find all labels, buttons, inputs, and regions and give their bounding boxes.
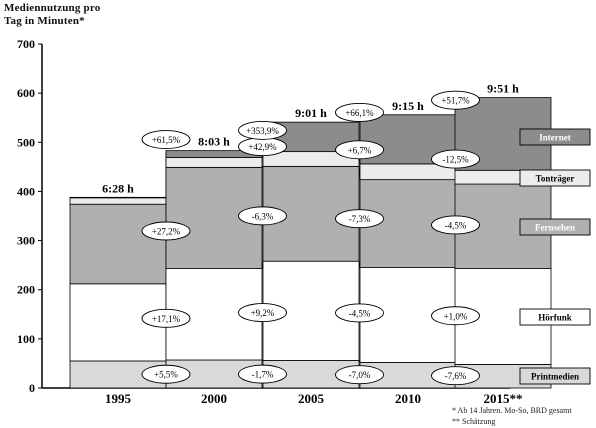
change-label: -12,5% (442, 155, 469, 165)
x-tick-label: 2015** (484, 391, 523, 406)
change-label-oval (431, 306, 480, 326)
change-label: +1,0% (444, 311, 468, 321)
change-label: +9,2% (251, 308, 275, 318)
change-label-oval (238, 303, 287, 323)
y-tick-label: 600 (17, 86, 35, 100)
bar-segment-tontr-ger (69, 197, 167, 205)
x-tick-label: 2010 (395, 391, 421, 406)
change-label: +51,7% (441, 96, 470, 106)
x-tick-label: 1995 (105, 391, 132, 406)
change-label: -7,0% (349, 370, 371, 380)
change-label: -7,3% (349, 214, 371, 224)
change-label-oval (335, 140, 384, 160)
total-label: 6:28 h (102, 181, 134, 195)
change-label-oval (335, 303, 384, 323)
y-tick-label: 400 (17, 184, 35, 198)
total-label: 9:01 h (295, 106, 327, 120)
change-label: -4,5% (349, 308, 371, 318)
total-label: 8:03 h (198, 135, 230, 149)
change-label-oval (238, 206, 287, 226)
change-label: -7,6% (445, 371, 467, 381)
legend-swatch-fernsehen (519, 218, 591, 236)
change-label-oval (141, 130, 191, 149)
legend-label: Hörfunk (538, 313, 572, 323)
legend-swatch-h-rfunk (519, 308, 591, 326)
change-label-oval (431, 90, 480, 110)
change-label-oval (335, 209, 384, 229)
chart-title-line-2: Tag in Minuten* (4, 15, 85, 27)
total-label: 9:51 h (487, 82, 519, 96)
change-label: +42,9% (248, 142, 277, 152)
footnote-2: ** Schätzung (452, 417, 496, 426)
change-label-oval (431, 215, 480, 235)
change-label-oval (141, 308, 191, 328)
y-tick-label: 200 (17, 283, 35, 297)
y-tick-label: 100 (17, 332, 35, 346)
change-label-oval (431, 149, 480, 169)
legend-swatch-tontr-ger (519, 169, 591, 187)
change-label: +5,5% (154, 370, 178, 380)
change-label-oval (238, 120, 287, 140)
change-label: +27,2% (152, 226, 181, 236)
change-label-oval (141, 221, 191, 241)
y-tick-label: 300 (17, 234, 35, 248)
change-label-oval (335, 103, 384, 122)
change-label: +6,7% (348, 145, 372, 155)
y-tick-label: 500 (17, 135, 35, 149)
legend-label: Internet (539, 133, 571, 143)
legend-swatch-internet (519, 128, 591, 146)
legend-label: Printmedien (531, 372, 579, 382)
change-label: +17,1% (152, 314, 181, 324)
change-label: -1,7% (252, 370, 274, 380)
bar-segment-tontr-ger (165, 157, 263, 168)
change-label-oval (141, 364, 191, 384)
footnote-1: * Ab 14 Jahren. Mo-So, BRD gesamt (452, 406, 572, 415)
change-label-oval (431, 366, 480, 386)
change-label-oval (238, 364, 287, 384)
y-tick-label: 0 (29, 381, 35, 395)
y-tick-label: 700 (17, 37, 35, 51)
change-label: +66,1% (345, 108, 374, 118)
total-label: 9:15 h (392, 99, 424, 113)
legend-label: Tonträger (536, 174, 575, 184)
change-label: -4,5% (445, 220, 467, 230)
change-label: -6,3% (252, 211, 274, 221)
bar-segment-fernsehen (69, 203, 167, 285)
chart-title-line-1: Mediennutzung pro (4, 2, 101, 14)
x-tick-label: 2005 (298, 391, 325, 406)
change-label: +353,9% (246, 126, 279, 136)
change-label-oval (335, 365, 384, 385)
change-label: +61,5% (152, 135, 181, 145)
legend-label: Fernsehen (535, 223, 575, 233)
x-tick-label: 2000 (201, 391, 227, 406)
legend-swatch-printmedien (519, 367, 591, 385)
